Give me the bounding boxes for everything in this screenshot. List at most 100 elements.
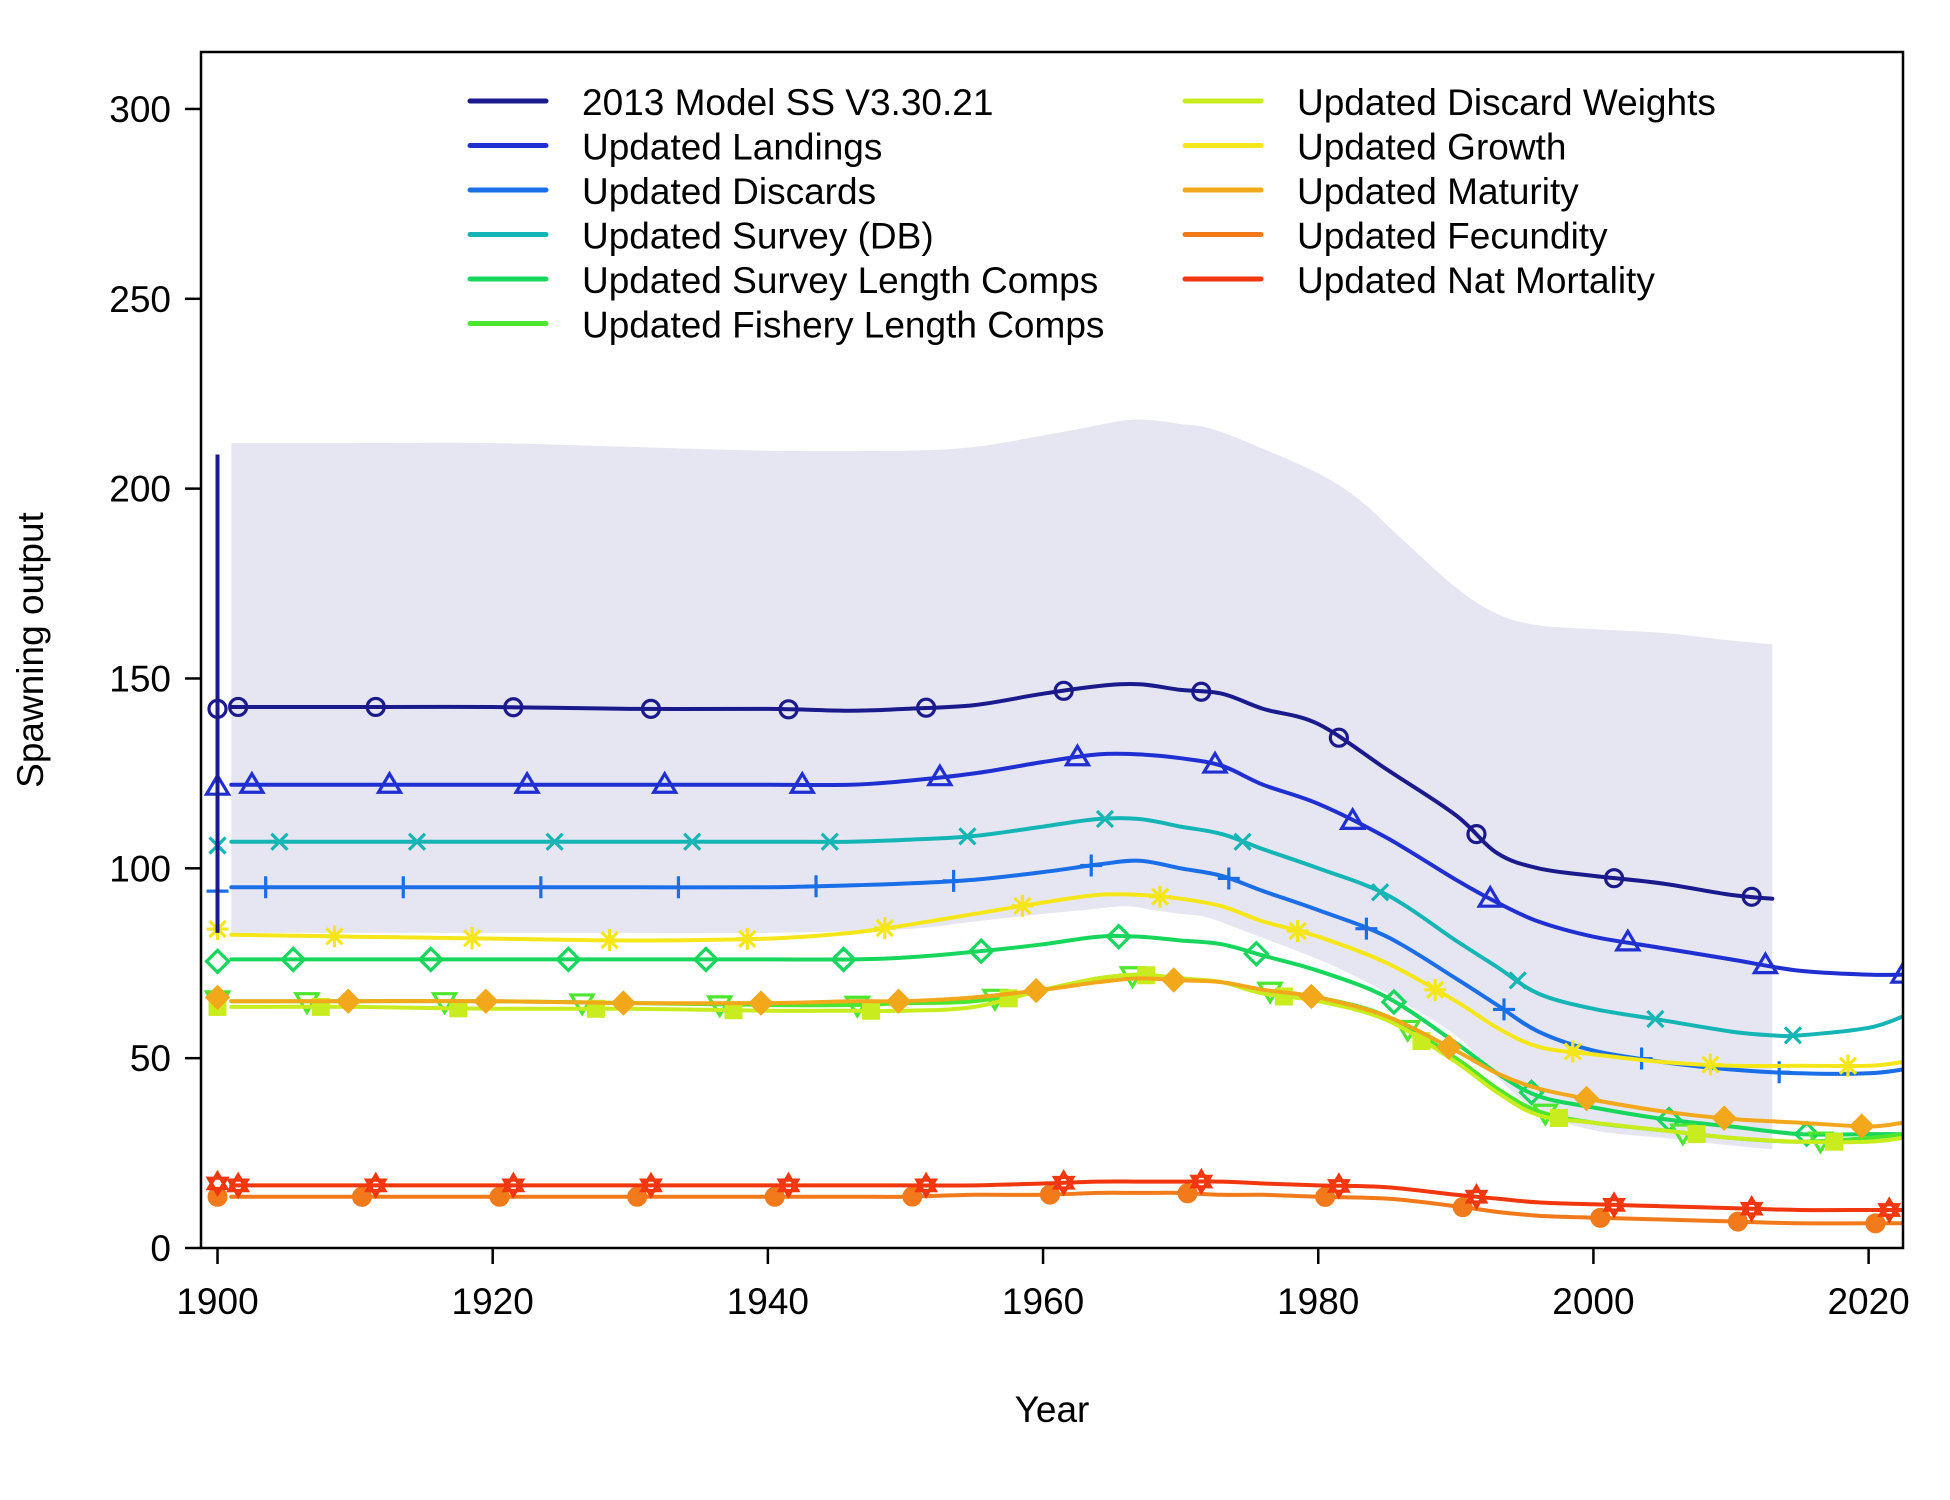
series-point [1751,951,1780,975]
series-5 [204,923,1903,1148]
series-point [967,937,995,965]
x-tick-label: 1960 [1002,1281,1084,1322]
series-point [1161,967,1187,993]
y-tick-label: 50 [130,1038,171,1079]
series-point [1865,1213,1886,1234]
x-tick-label: 1980 [1277,1281,1359,1322]
series-point [1326,1172,1351,1200]
legend-item: Updated Discards [467,171,876,212]
series-line [229,816,1903,1039]
series-point [1889,960,1903,984]
series-point [610,990,637,1016]
series-point [820,832,839,851]
legend-item: Updated Fishery Length Comps [467,305,1104,346]
series-point [885,988,912,1014]
series-point [1424,978,1447,1001]
series-point [873,917,896,940]
series-point [279,946,307,973]
series-line [229,681,1775,901]
series-point [1561,1040,1584,1063]
legend-label: Updated Growth [1297,127,1566,168]
series-initial-marker [205,1169,230,1198]
series-point [926,763,954,787]
legend-item: Updated Fecundity [1182,216,1608,257]
x-tick-label: 1920 [452,1281,534,1322]
series-point [529,876,552,899]
series-layer [203,454,1903,1234]
series-point [1436,1034,1462,1060]
y-axis-title: Spawning output [10,511,51,787]
series-10 [207,1183,1903,1234]
series-point [392,876,415,899]
series-point [407,832,427,851]
series-point [1739,1195,1764,1223]
series-point [958,827,977,846]
series-point [363,1171,388,1200]
series-point [473,988,499,1014]
x-tick-label: 2020 [1827,1281,1909,1322]
legend-item: Updated Maturity [1182,171,1579,212]
legend-item: Updated Growth [1182,127,1566,168]
series-point [1646,1009,1665,1029]
series-point [1338,806,1367,830]
series-point [1023,977,1049,1004]
series-point [501,1171,526,1200]
series-point [1825,1132,1844,1151]
series-point [1603,868,1625,889]
series-point [1201,750,1229,774]
series-point [228,696,249,718]
legend-item: 2013 Model SS V3.30.21 [467,82,993,123]
series-point [1741,886,1762,907]
series-point [914,1171,939,1200]
series-point [1243,940,1270,968]
series-point [650,770,679,794]
y-axis: 0 50 100 150 200 250 300 [109,89,201,1269]
series-point [1550,1108,1569,1127]
legend-label: Updated Fishery Length Comps [582,305,1104,346]
series-point [417,946,445,973]
series-point [778,699,799,720]
legend-label: Updated Maturity [1297,171,1579,212]
series-point [1298,983,1325,1010]
series-point [805,875,828,898]
legend-label: Updated Survey Length Comps [582,260,1098,301]
series-point [1217,867,1240,890]
series-point [1492,998,1515,1021]
series-point [1783,1026,1803,1045]
y-tick-label: 100 [109,848,171,889]
series-point [1371,883,1390,902]
series-4 [208,809,1903,1045]
series-point [748,990,774,1016]
series-point [270,832,289,851]
legend-label: Updated Survey (DB) [582,216,934,257]
series-point [1727,1211,1748,1232]
series-point [1095,809,1115,829]
plot-frame [199,50,1905,1250]
series-point [1355,917,1378,940]
series-line [229,892,1903,1069]
series-point [1011,894,1034,917]
series-point [776,1171,801,1200]
uncertainty-band [231,419,1773,1150]
series-point [365,696,386,718]
series-point [1286,919,1309,942]
series-8 [206,885,1903,1077]
series-point [830,946,857,973]
series-point [862,1001,881,1020]
legend-item: Updated Discard Weights [1182,82,1716,123]
legend-label: 2013 Model SS V3.30.21 [582,82,993,123]
x-tick-label: 1900 [176,1281,258,1322]
series-point [942,869,965,892]
series-point [238,770,266,794]
legend-item: Updated Survey Length Comps [467,260,1098,301]
legend-label: Updated Landings [582,127,882,168]
series-point [1191,681,1212,702]
x-tick-label: 1940 [727,1281,809,1322]
series-point [1464,1183,1489,1211]
series-point [545,832,564,851]
series-point [254,876,277,899]
series-1 [207,680,1775,907]
series-point [1080,854,1103,877]
series-point [1137,966,1156,985]
